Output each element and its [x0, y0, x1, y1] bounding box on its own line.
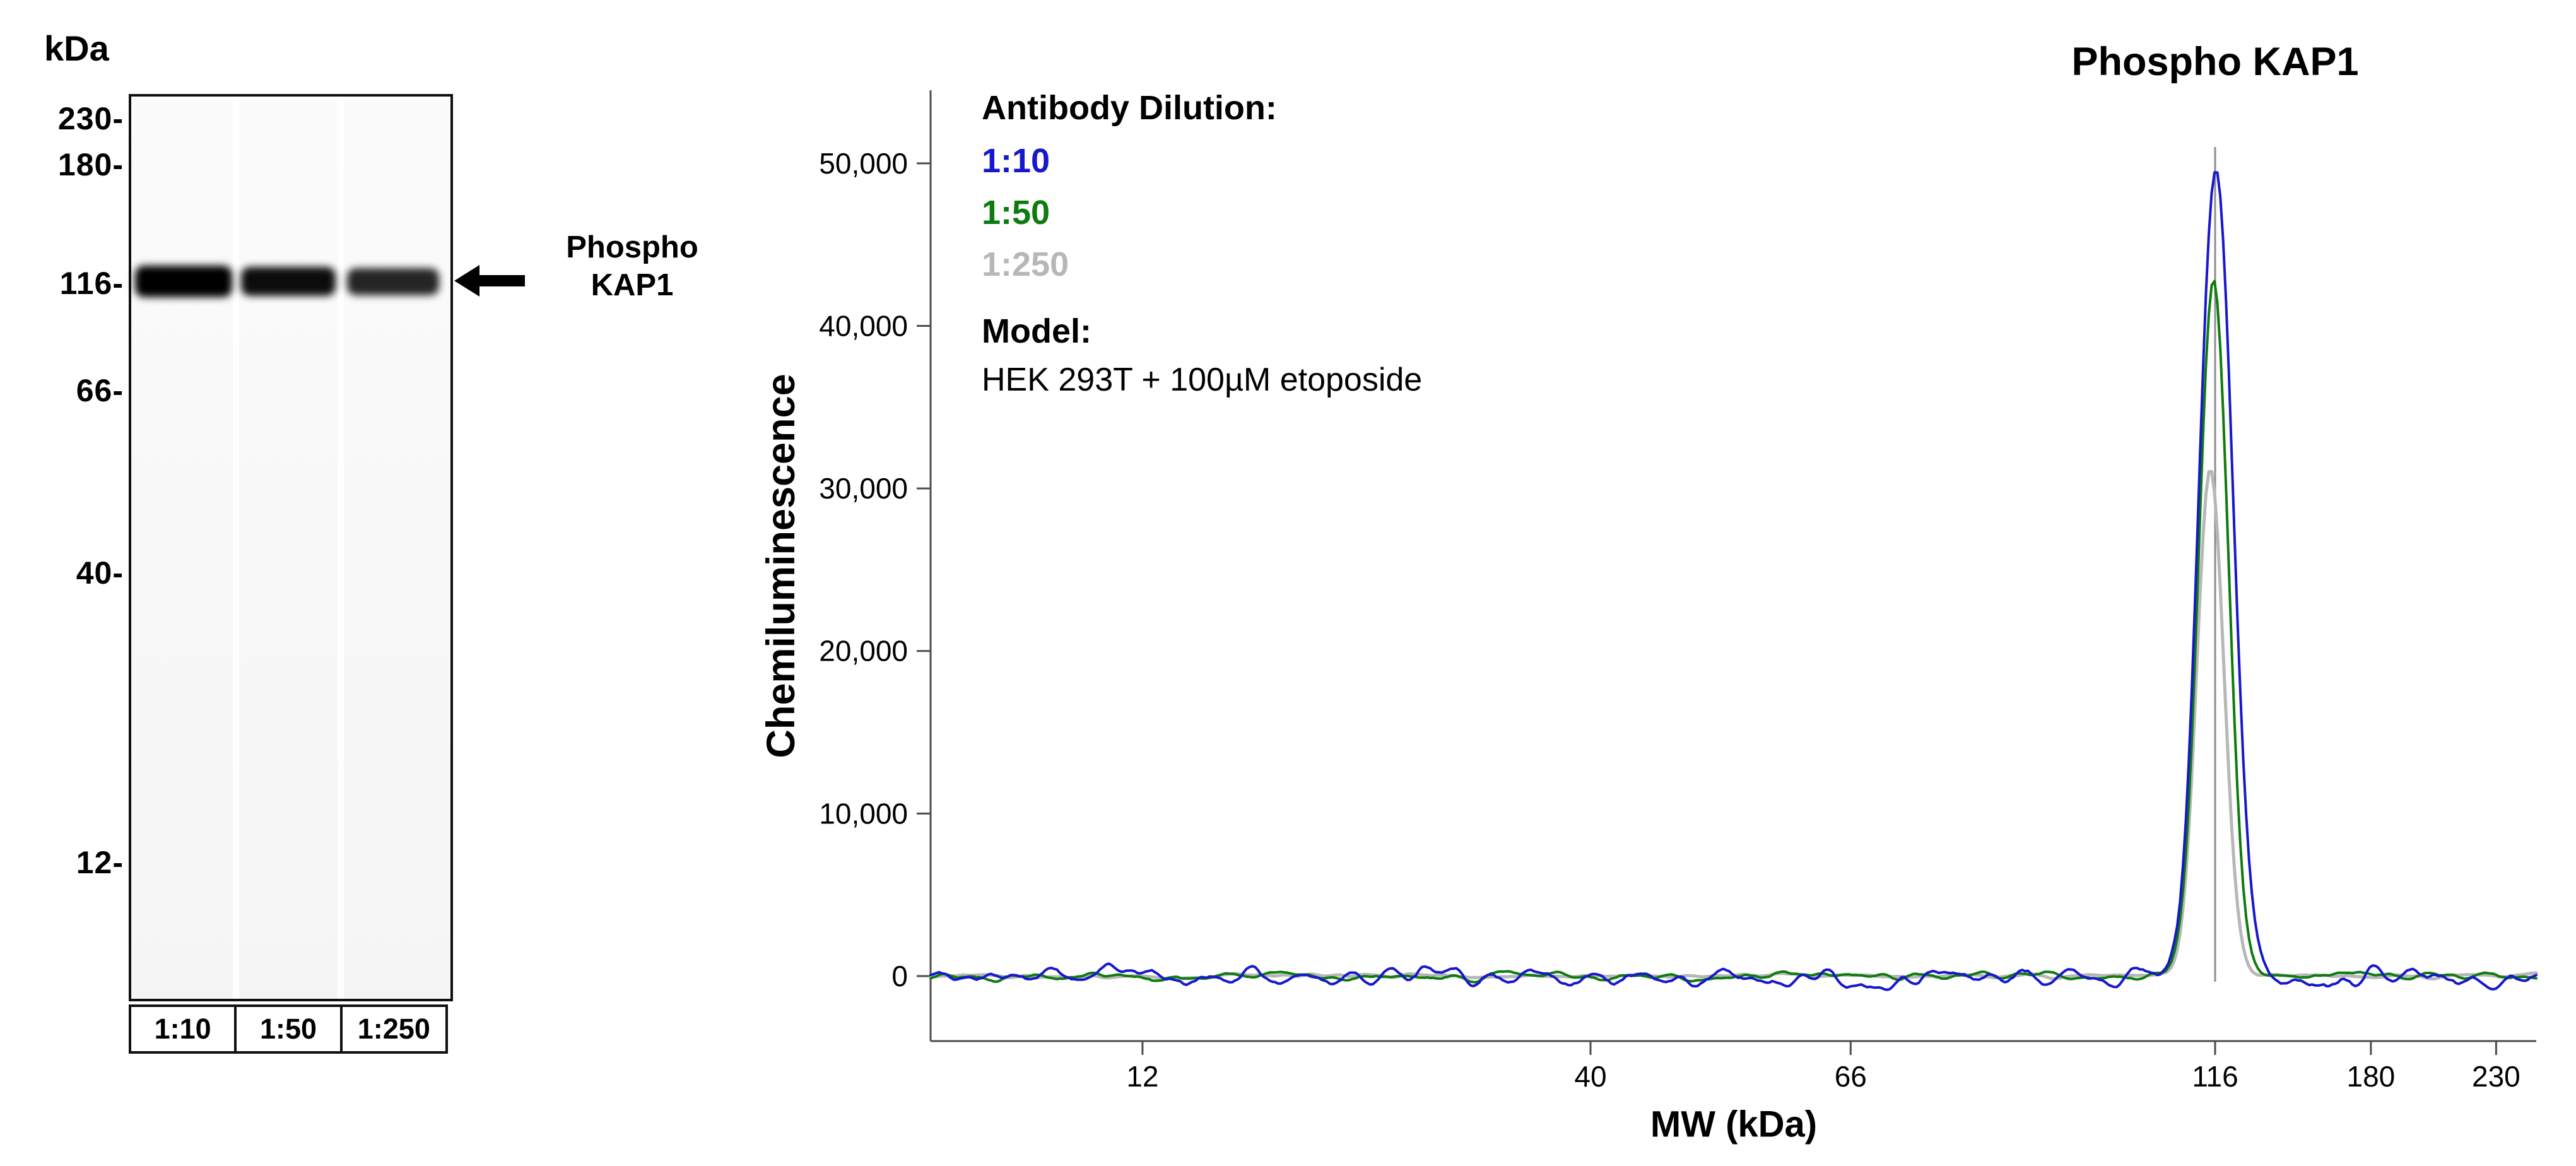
mw-marker-label: 12- — [76, 845, 124, 881]
mw-marker-labels: 230- 180- 116- 66- 40- 12- — [0, 94, 125, 996]
blot-band-1-10 — [135, 266, 232, 297]
chart-title: Phospho KAP1 — [2071, 40, 2359, 84]
mw-marker-label: 116- — [59, 266, 124, 302]
mw-marker-label: 180- — [57, 146, 124, 182]
y-tick-label: 10,000 — [819, 797, 908, 830]
lane-dilution-labels: 1:10 1:50 1:250 — [129, 1004, 448, 1054]
y-tick-label: 30,000 — [819, 472, 908, 505]
lane-label-1-50: 1:50 — [234, 1007, 339, 1051]
y-tick-label: 40,000 — [819, 310, 908, 343]
blot-band-1-50 — [241, 267, 336, 296]
legend-entry-1-10: 1:10 — [982, 142, 1050, 180]
x-tick-label: 116 — [2192, 1060, 2238, 1093]
y-tick-label: 50,000 — [819, 147, 908, 180]
lane-label-1-250: 1:250 — [339, 1007, 445, 1051]
band-annotation-line1: Phospho — [566, 230, 698, 264]
legend-entry-1-250: 1:250 — [982, 245, 1069, 283]
legend-entries: 1:10 1:50 1:250 — [982, 141, 1422, 284]
band-annotation: Phospho KAP1 — [531, 228, 733, 304]
model-value: HEK 293T + 100µM etoposide — [982, 362, 1423, 398]
lane-seam — [338, 97, 344, 999]
kda-axis-label: kDa — [44, 28, 109, 68]
blot-image — [129, 94, 453, 1001]
lane-seam — [233, 97, 239, 999]
x-tick-label: 66 — [1835, 1060, 1867, 1093]
band-arrow-icon — [454, 265, 479, 297]
mw-marker-label: 66- — [76, 373, 124, 409]
series-line-1-250 — [929, 469, 2538, 980]
x-tick-label: 12 — [1126, 1060, 1158, 1093]
y-tick-label: 20,000 — [819, 635, 908, 668]
mw-marker-label: 40- — [76, 555, 124, 591]
x-tick-label: 230 — [2472, 1060, 2520, 1093]
y-tick-label: 0 — [891, 960, 908, 992]
mw-marker-label: 230- — [57, 100, 124, 136]
model-label: Model: — [982, 312, 1091, 350]
x-axis-title: MW (kDa) — [1650, 1104, 1818, 1145]
blot-band-1-250 — [347, 268, 439, 295]
lane-label-1-10: 1:10 — [154, 1013, 211, 1045]
x-tick-label: 180 — [2347, 1060, 2396, 1093]
legend-entry-1-50: 1:50 — [982, 194, 1050, 232]
legend-title: Antibody Dilution: — [982, 89, 1277, 127]
band-annotation-line2: KAP1 — [591, 268, 674, 302]
chart-legend: Antibody Dilution: 1:10 1:50 1:250 Model: … — [982, 88, 1422, 399]
y-axis-title: Chemiluminescence — [759, 374, 803, 758]
band-arrow-shaft — [476, 275, 525, 286]
x-tick-label: 40 — [1574, 1060, 1606, 1093]
